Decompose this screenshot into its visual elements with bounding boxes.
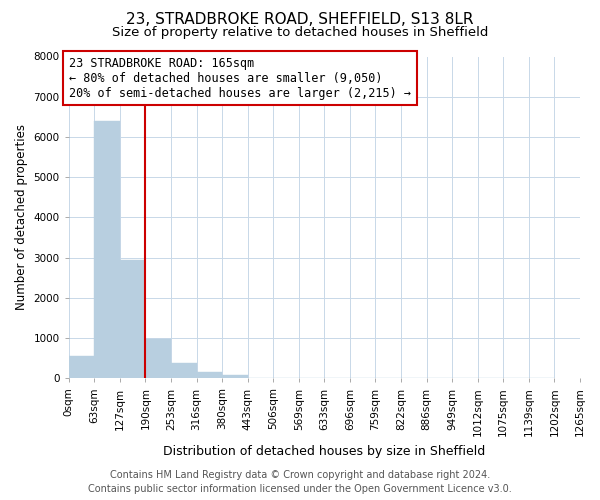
- Text: 23, STRADBROKE ROAD, SHEFFIELD, S13 8LR: 23, STRADBROKE ROAD, SHEFFIELD, S13 8LR: [126, 12, 474, 28]
- Y-axis label: Number of detached properties: Number of detached properties: [15, 124, 28, 310]
- Bar: [197, 372, 222, 378]
- Text: Contains HM Land Registry data © Crown copyright and database right 2024.
Contai: Contains HM Land Registry data © Crown c…: [88, 470, 512, 494]
- Bar: [171, 363, 197, 378]
- X-axis label: Distribution of detached houses by size in Sheffield: Distribution of detached houses by size …: [163, 444, 485, 458]
- Bar: [120, 260, 145, 378]
- Bar: [222, 375, 248, 378]
- Bar: [94, 121, 120, 378]
- Bar: [69, 356, 94, 378]
- Text: 23 STRADBROKE ROAD: 165sqm
← 80% of detached houses are smaller (9,050)
20% of s: 23 STRADBROKE ROAD: 165sqm ← 80% of deta…: [69, 56, 411, 100]
- Text: Size of property relative to detached houses in Sheffield: Size of property relative to detached ho…: [112, 26, 488, 39]
- Bar: [145, 338, 171, 378]
